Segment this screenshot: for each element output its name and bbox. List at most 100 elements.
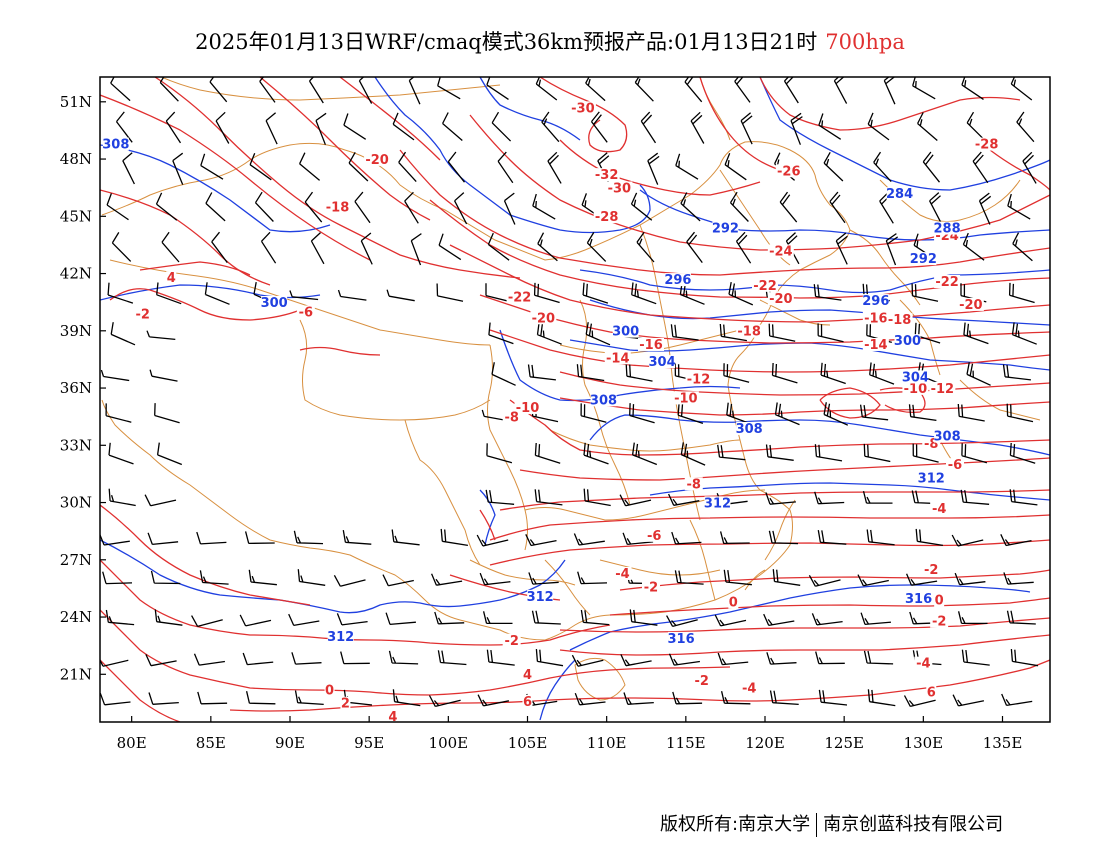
- wind-barb: [155, 192, 178, 221]
- temperature-label-bg: [324, 683, 335, 697]
- temperature-label-bg: [166, 773, 176, 786]
- temperature-label-bg: [672, 391, 699, 405]
- temperature-label-bg: [767, 292, 794, 306]
- wind-barb: [631, 442, 658, 466]
- wind-barb: [631, 282, 657, 305]
- wind-barb: [408, 77, 421, 105]
- wind-barb: [922, 151, 941, 183]
- wind-barb: [531, 610, 561, 625]
- wind-barb: [477, 694, 510, 707]
- height-label: 312: [704, 496, 731, 511]
- wind-barb: [161, 231, 180, 263]
- wind-barb: [110, 322, 136, 346]
- temperature-label-bg: [736, 324, 763, 338]
- wind-barb: [962, 232, 985, 261]
- wind-barb: [978, 192, 992, 225]
- x-tick-label: 85E: [196, 734, 226, 752]
- wind-barb: [147, 532, 179, 546]
- wind-barb: [917, 362, 943, 386]
- wind-barb: [724, 152, 747, 181]
- y-tick-label: 39N: [60, 322, 92, 340]
- wind-barb: [532, 193, 556, 220]
- temperature-label: -2: [932, 615, 946, 630]
- wind-barb: [835, 232, 848, 265]
- wind-barb: [813, 284, 842, 301]
- wind-barb: [583, 442, 609, 465]
- height-label-bg: [664, 273, 691, 287]
- wind-barb: [585, 322, 611, 346]
- wind-barb: [763, 613, 795, 627]
- height-label-bg: [704, 496, 731, 510]
- height-label-bg: [910, 252, 937, 266]
- y-tick-label: 33N: [60, 436, 92, 454]
- temperature-label: -18: [326, 201, 350, 216]
- wind-barb: [863, 443, 891, 463]
- wind-barb: [191, 615, 223, 628]
- wind-barb: [315, 112, 327, 145]
- temperature-label-bg: [862, 311, 889, 325]
- temperature-label-bg: [606, 181, 633, 195]
- wind-barb: [630, 192, 653, 221]
- wind-barb: [720, 691, 751, 705]
- wind-barb: [674, 570, 704, 585]
- wind-barb: [304, 191, 323, 223]
- wind-barb: [479, 572, 511, 586]
- wind-barb: [503, 192, 516, 225]
- y-tick-label: 30N: [60, 494, 92, 512]
- temperature-label-bg: [133, 307, 152, 321]
- temperature-label: -18: [737, 325, 761, 340]
- wind-barb: [912, 77, 936, 100]
- wind-barb: [769, 690, 799, 706]
- wind-barbs: [100, 77, 1039, 708]
- wind-barb: [102, 571, 133, 585]
- temperature-label: -4: [742, 681, 756, 696]
- wind-barb: [961, 649, 990, 666]
- wind-barb: [491, 362, 516, 386]
- wind-barb: [859, 404, 889, 421]
- temperature-label-bg: [887, 750, 897, 763]
- wind-barb: [817, 529, 847, 545]
- wind-barb: [260, 231, 277, 264]
- wind-barb: [535, 649, 564, 667]
- wind-barb: [336, 613, 368, 626]
- wind-barb: [196, 531, 227, 545]
- wind-barb: [239, 614, 272, 627]
- temperature-label: -6: [299, 306, 313, 321]
- temperature-label: -32: [595, 168, 619, 183]
- wind-barb: [574, 692, 606, 706]
- wind-barb: [100, 692, 131, 706]
- wind-barb: [622, 532, 654, 546]
- temperature-label: -16: [639, 338, 663, 353]
- height-label: 284: [886, 187, 913, 202]
- wind-barb: [144, 494, 177, 507]
- wind-barb: [291, 652, 322, 665]
- wind-barb: [957, 403, 985, 422]
- temperature-label: -6: [647, 529, 661, 544]
- wind-barb: [289, 290, 319, 301]
- temperature-label-bg: [514, 400, 541, 414]
- wind-barb: [146, 330, 176, 341]
- temperature-label: -30: [571, 101, 595, 116]
- wind-barb: [952, 694, 985, 707]
- y-tick-label: 27N: [60, 551, 92, 569]
- temperature-label-bg: [930, 614, 949, 628]
- wind-barb: [156, 282, 182, 305]
- wind-barb: [242, 652, 274, 666]
- height-label: 316: [668, 632, 695, 647]
- wind-barb: [867, 689, 896, 707]
- map-layers: -30-28-20-32-30-26-18-28-24-24-22 -22-22-…: [100, 77, 1050, 786]
- wind-barb: [536, 322, 562, 345]
- height-label: 316: [905, 592, 932, 607]
- temperature-label: 4: [167, 271, 176, 286]
- wind-barb: [248, 569, 277, 586]
- wind-barb: [625, 363, 653, 382]
- wind-barb: [431, 573, 463, 586]
- temperature-label: -22: [753, 279, 777, 294]
- height-label: 304: [902, 370, 929, 385]
- temperature-label-bg: [569, 101, 596, 115]
- wind-barb: [541, 111, 560, 143]
- wind-barb: [205, 192, 226, 222]
- wind-barb: [814, 444, 843, 462]
- wind-barb: [534, 442, 561, 464]
- wind-barb: [428, 695, 461, 708]
